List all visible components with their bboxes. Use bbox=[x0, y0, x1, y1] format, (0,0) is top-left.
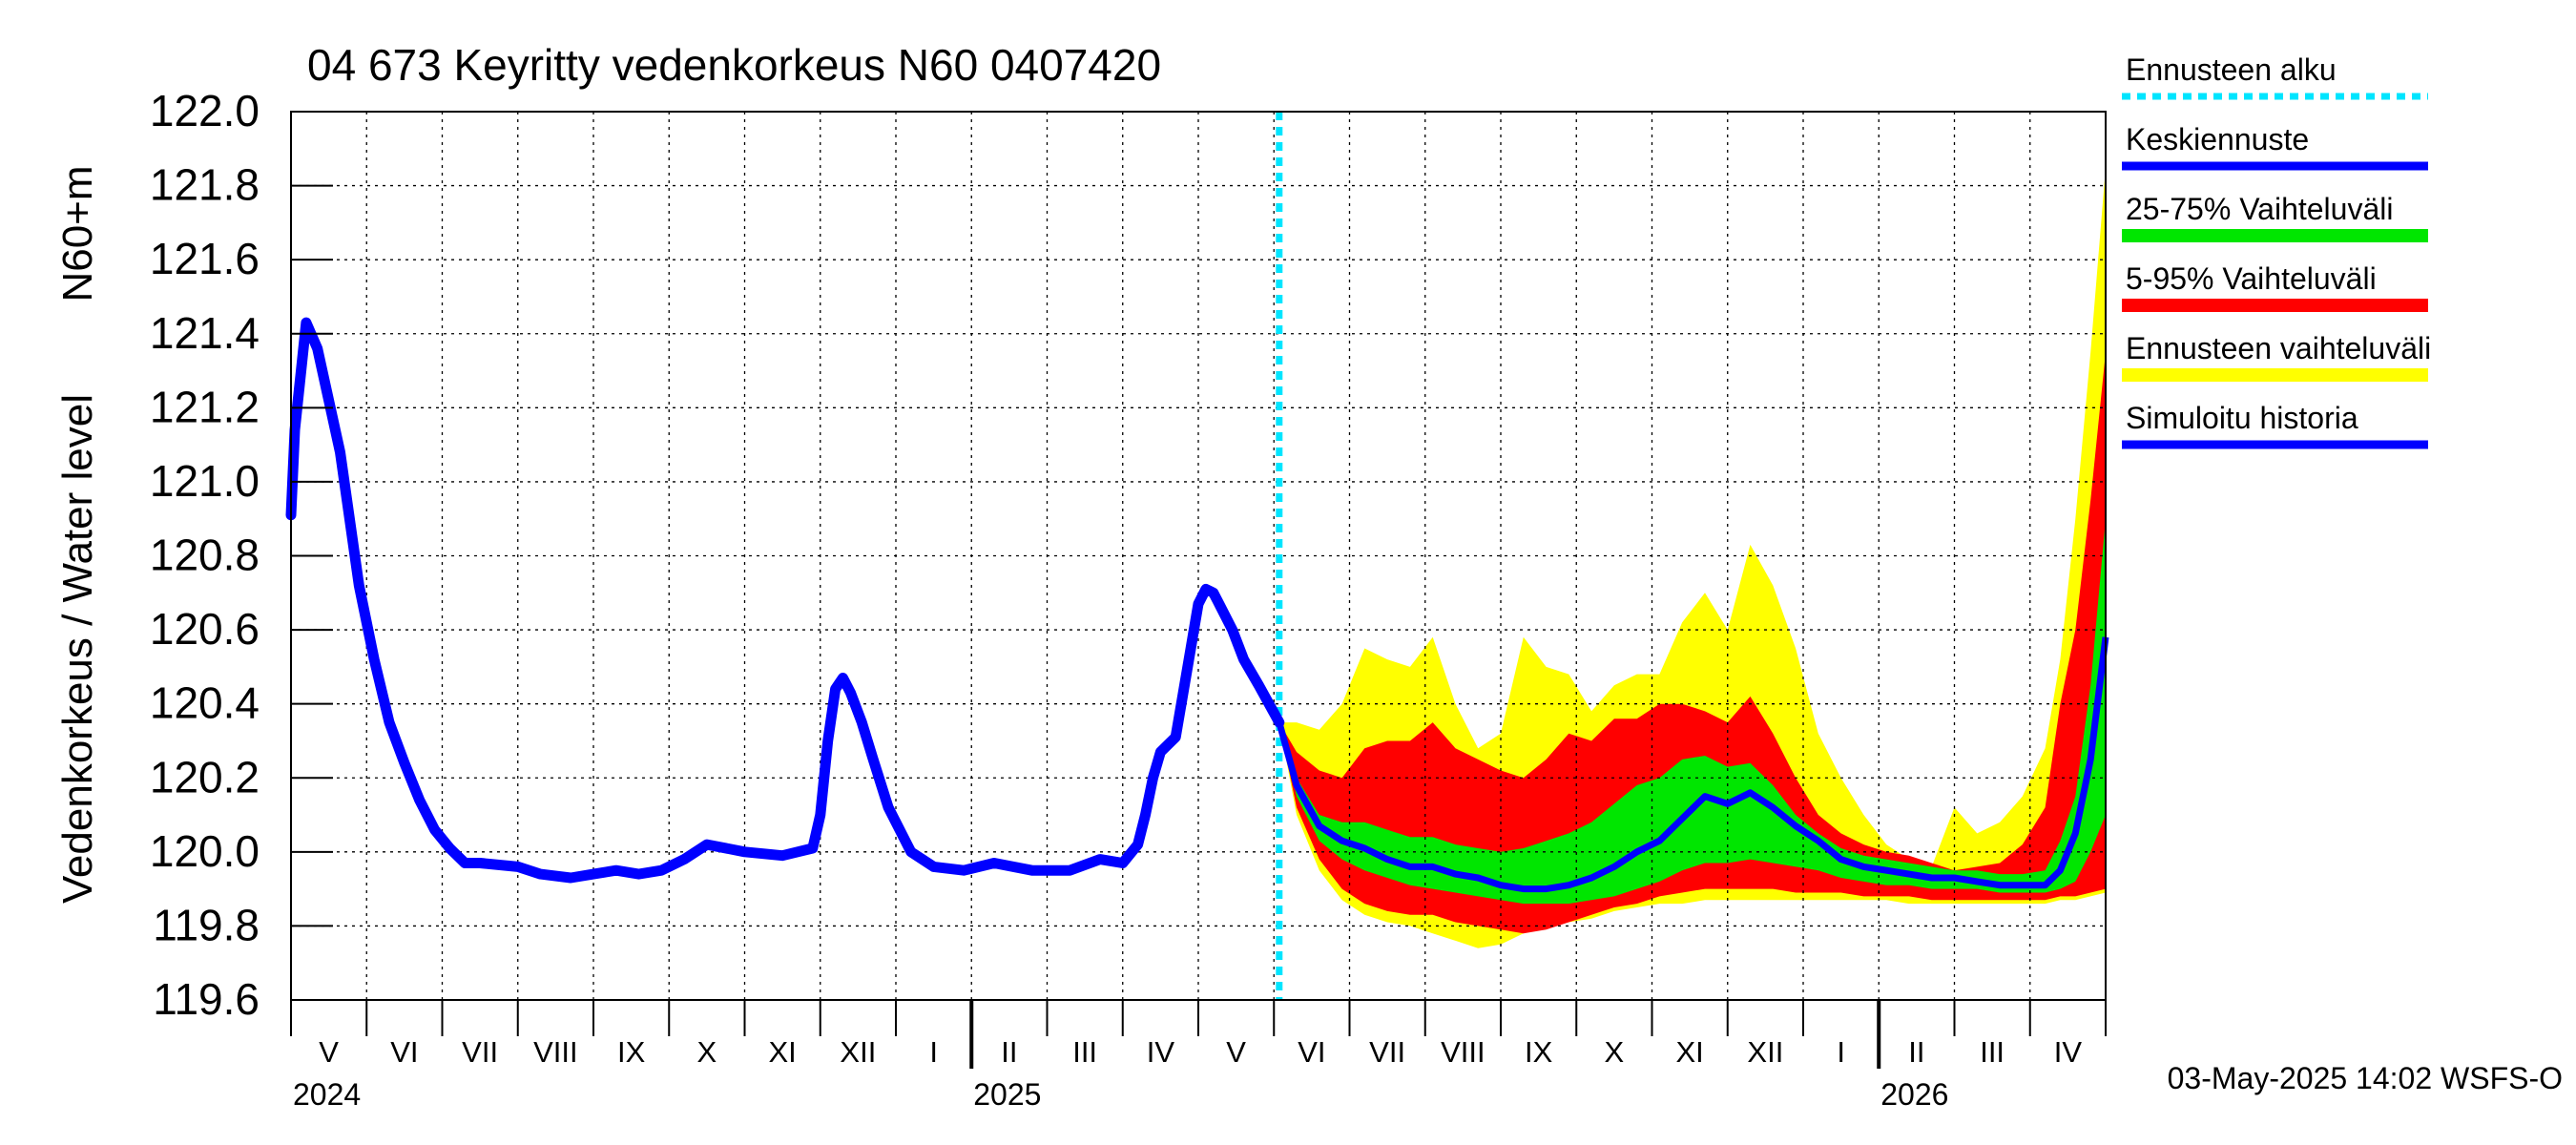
simulated-history-line bbox=[285, 317, 1285, 884]
x-month-label: I bbox=[929, 1035, 938, 1069]
footer-timestamp: 03-May-2025 14:02 WSFS-O bbox=[2168, 1061, 2563, 1095]
x-month-label: V bbox=[1226, 1035, 1246, 1069]
chart-title: 04 673 Keyritty vedenkorkeus N60 0407420 bbox=[307, 40, 1161, 90]
y-tick-label: 121.8 bbox=[150, 160, 260, 210]
data-lines bbox=[285, 112, 2109, 1000]
x-month-label: VI bbox=[390, 1035, 418, 1069]
x-year-label: 2025 bbox=[973, 1077, 1041, 1112]
band-forecast-range bbox=[1278, 167, 2106, 948]
x-month-label: VIII bbox=[1441, 1035, 1485, 1069]
x-month-label: XI bbox=[768, 1035, 796, 1069]
x-month-label: IX bbox=[1525, 1035, 1553, 1069]
legend-label: Simuloitu historia bbox=[2126, 401, 2358, 435]
x-month-label: VII bbox=[462, 1035, 498, 1069]
band-25-75 bbox=[1278, 518, 2106, 905]
x-month-label: X bbox=[1605, 1035, 1625, 1069]
x-month-label: V bbox=[319, 1035, 339, 1069]
x-month-label: X bbox=[697, 1035, 717, 1069]
y-tick-label: 120.8 bbox=[150, 531, 260, 580]
x-month-label: IX bbox=[617, 1035, 646, 1069]
legend-label: 5-95% Vaihteluväli bbox=[2126, 261, 2377, 296]
y-axis-label-left: Vedenkorkeus / Water level bbox=[54, 394, 101, 904]
x-year-label: 2026 bbox=[1880, 1077, 1948, 1112]
x-year-label: 2024 bbox=[293, 1077, 361, 1112]
x-month-label: IV bbox=[2054, 1035, 2083, 1069]
x-month-label: XII bbox=[840, 1035, 876, 1069]
x-month-label: II bbox=[1908, 1035, 1924, 1069]
y-tick-label: 120.0 bbox=[150, 826, 260, 876]
y-axis-label-right: N60+m bbox=[54, 165, 101, 302]
x-month-label: VII bbox=[1369, 1035, 1405, 1069]
y-tick-label: 121.2 bbox=[150, 382, 260, 431]
band-5-95 bbox=[1278, 352, 2106, 934]
y-tick-label: 121.6 bbox=[150, 234, 260, 283]
y-tick-label: 120.4 bbox=[150, 678, 260, 728]
x-month-label: VI bbox=[1298, 1035, 1325, 1069]
y-tick-label: 119.6 bbox=[153, 974, 260, 1024]
x-month-label: IV bbox=[1147, 1035, 1175, 1069]
forecast-bands bbox=[1278, 167, 2106, 948]
legend-label: Keskiennuste bbox=[2126, 122, 2309, 156]
x-month-label: XII bbox=[1747, 1035, 1783, 1069]
y-tick-label: 122.0 bbox=[150, 86, 260, 135]
x-month-label: VIII bbox=[533, 1035, 578, 1069]
x-month-label: I bbox=[1837, 1035, 1845, 1069]
axes: 122.0 121.8 121.6 121.4 121.2 121.0 120.8 120.6… bbox=[150, 86, 2107, 1112]
x-month-label: III bbox=[1072, 1035, 1097, 1069]
legend-label: 25-75% Vaihteluväli bbox=[2126, 192, 2393, 226]
legend: Ennusteen alku Keskiennuste 25-75% Vaihtel… bbox=[2122, 52, 2431, 449]
x-month-label: XI bbox=[1675, 1035, 1703, 1069]
mean-forecast-line bbox=[1276, 636, 2109, 893]
y-tick-label: 119.8 bbox=[153, 900, 260, 949]
y-tick-label: 120.2 bbox=[150, 752, 260, 802]
legend-label: Ennusteen vaihteluväli bbox=[2126, 331, 2431, 365]
legend-label: Ennusteen alku bbox=[2126, 52, 2337, 87]
y-tick-label: 121.0 bbox=[150, 456, 260, 506]
y-tick-label: 120.6 bbox=[150, 604, 260, 654]
y-tick-label: 121.4 bbox=[150, 308, 260, 358]
x-month-label: III bbox=[1980, 1035, 2005, 1069]
x-month-label: II bbox=[1001, 1035, 1017, 1069]
grid-lines bbox=[291, 112, 2106, 1000]
